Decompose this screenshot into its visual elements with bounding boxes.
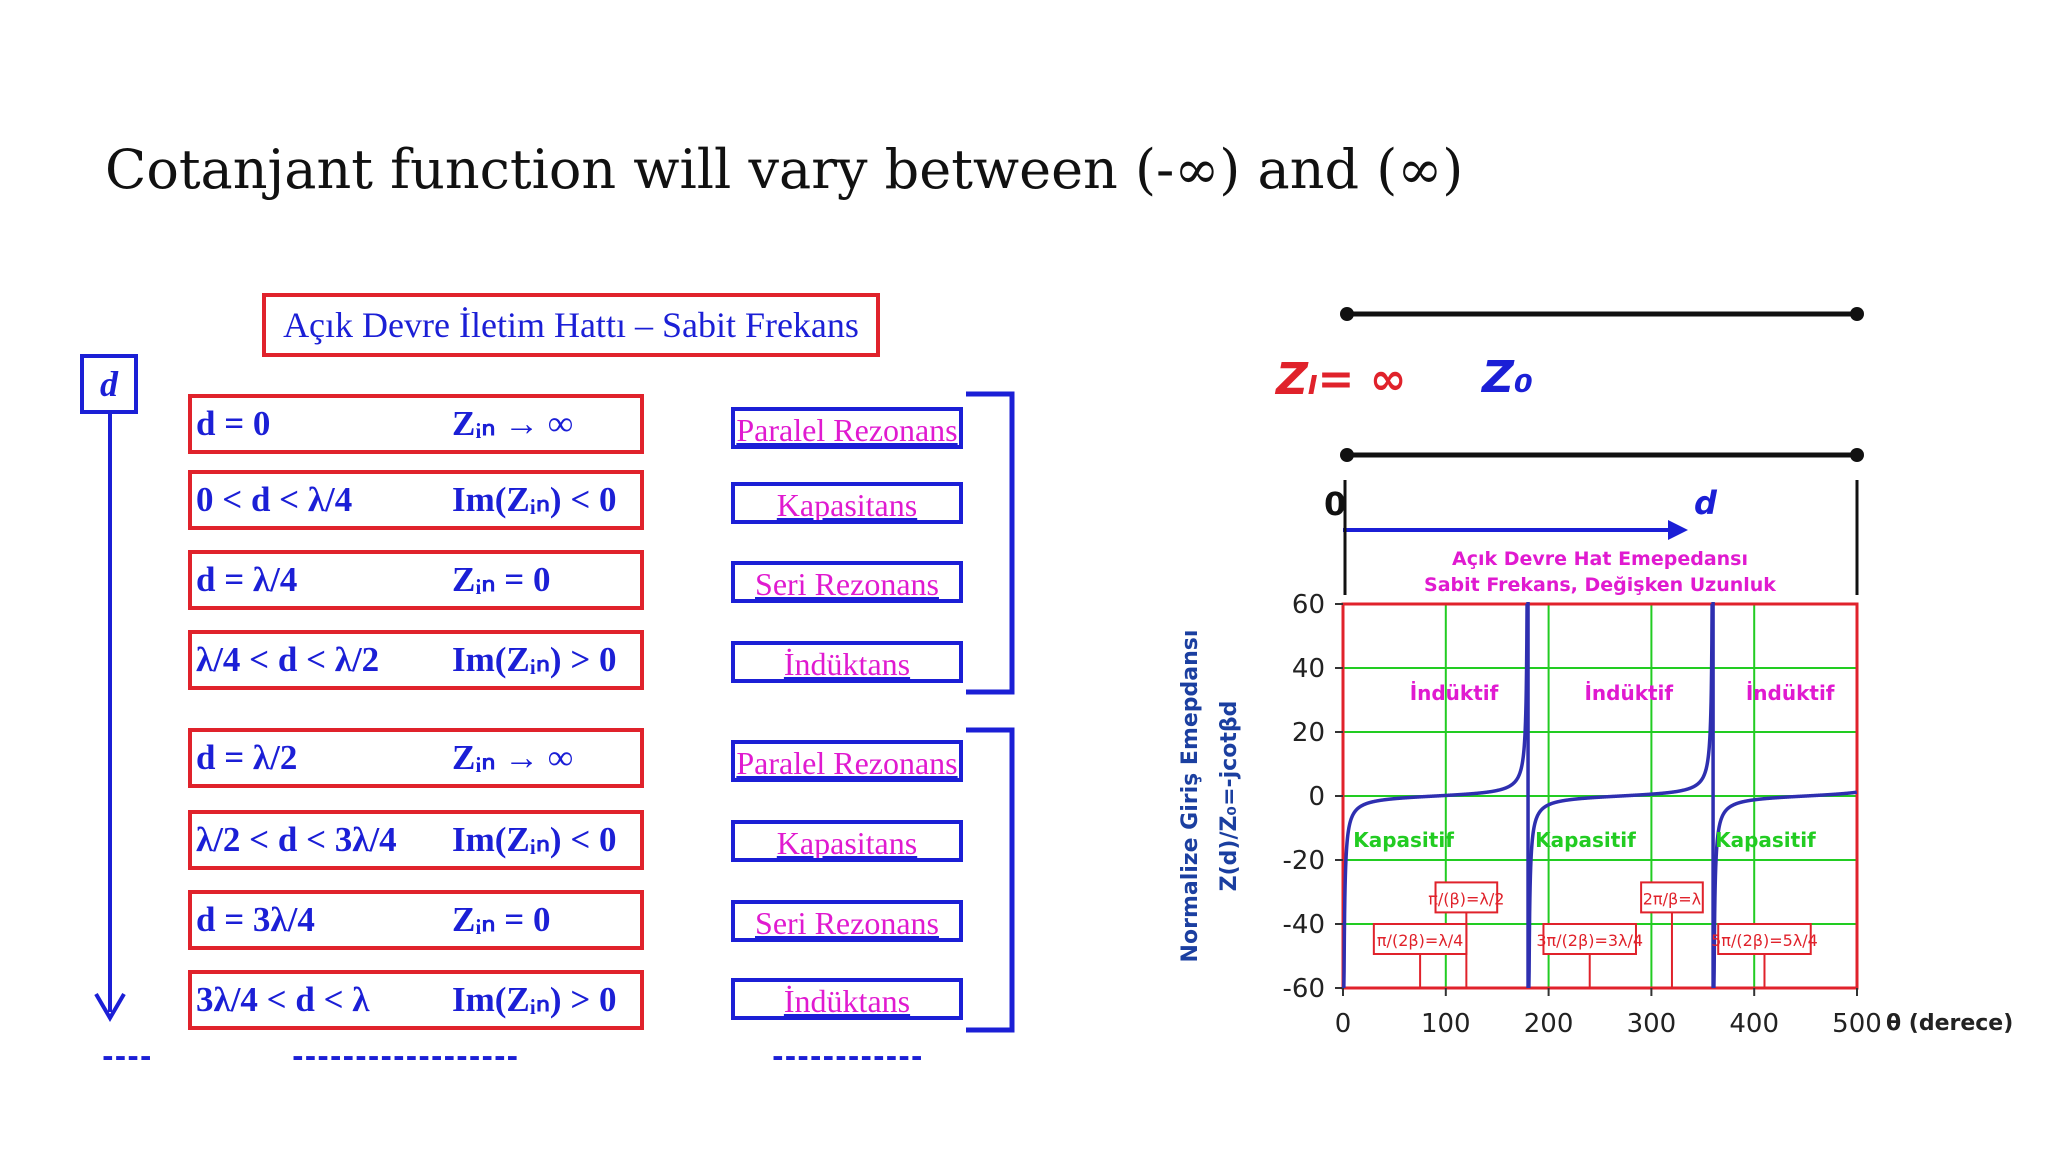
y-tick-label: -20 [1283, 846, 1325, 876]
dash-separator: ------------------ [292, 1040, 520, 1073]
terminal-dot [1850, 307, 1864, 321]
x-tick-label: 200 [1524, 1009, 1574, 1039]
annotation-box [1434, 881, 1499, 914]
inductive-label: İndüktif [1584, 681, 1673, 705]
dash-separator: ---- [102, 1040, 153, 1073]
condition-text: 0 < d < λ/4 [196, 480, 353, 519]
chart-title: Açık Devre Hat Emepedansı [1452, 548, 1748, 570]
dash-separator: ------------ [772, 1040, 924, 1073]
condition-text: d = 3λ/4 [196, 900, 315, 939]
condition-text: 3λ/4 < d < λ [196, 980, 370, 1019]
type-box: Seri Rezonans [731, 900, 963, 942]
annotation-box [1372, 923, 1468, 955]
impedance-text: Zᵢₙ = 0 [452, 560, 551, 599]
annotation-text: 3π/(2β)=3λ/4 [1536, 931, 1643, 950]
impedance-text: Zᵢₙ = 0 [452, 900, 551, 939]
capacitive-label: Kapasitif [1715, 828, 1816, 852]
condition-text: d = 0 [196, 404, 271, 443]
type-box: İndüktans [731, 978, 963, 1020]
group-brackets [966, 391, 1015, 1033]
y-axis-label-formula: Z(d)/Z₀=-jcotβd [1217, 701, 1242, 892]
condition-row: λ/2 < d < 3λ/4 Im(Zᵢₙ) < 0 [188, 810, 644, 870]
curve-branch [1712, 790, 1858, 989]
terminal-dot [1340, 307, 1354, 321]
impedance-text: Im(Zᵢₙ) < 0 [452, 480, 617, 519]
terminal-dot [1340, 448, 1354, 462]
impedance-text: Im(Zᵢₙ) > 0 [452, 640, 617, 679]
capacitive-label: Kapasitif [1353, 828, 1454, 852]
slide-title: Cotanjant function will vary between (-∞… [105, 138, 1464, 201]
type-box: Kapasitans [731, 820, 963, 862]
curve-branch [1527, 603, 1714, 989]
terminal-dot [1850, 448, 1864, 462]
zl-label: Zₗ= ∞ [1276, 354, 1407, 405]
y-tick-label: -40 [1283, 910, 1325, 940]
y-axis-label: Normalize Giriş Emepdansı [1178, 630, 1203, 963]
annotation-text: 5π/(2β)=5λ/4 [1711, 931, 1818, 950]
x-tick-label: 300 [1627, 1009, 1677, 1039]
type-box: Kapasitans [731, 482, 963, 524]
condition-row: 0 < d < λ/4 Im(Zᵢₙ) < 0 [188, 470, 644, 530]
impedance-text: Im(Zᵢₙ) > 0 [452, 980, 617, 1019]
d-arrow-head [1668, 520, 1688, 540]
impedance-text: Im(Zᵢₙ) < 0 [452, 820, 617, 859]
bracket-first-half [966, 391, 1015, 695]
x-tick-label: 0 [1335, 1009, 1352, 1039]
x-tick-label: 100 [1421, 1009, 1471, 1039]
x-tick-label: 500 [1832, 1009, 1882, 1039]
annotation-text: π/(2β)=λ/4 [1377, 931, 1463, 950]
condition-row: d = λ/2 Zᵢₙ → ∞ [188, 728, 644, 788]
condition-text: d = λ/2 [196, 738, 298, 777]
y-tick-label: 0 [1308, 782, 1325, 812]
type-box: Paralel Rezonans [731, 407, 963, 449]
z0-label: Z₀ [1482, 352, 1534, 403]
capacitive-label: Kapasitif [1535, 828, 1636, 852]
transmission-line-drawing [1340, 307, 1864, 462]
y-tick-label: 40 [1292, 654, 1325, 684]
condition-row: d = λ/4 Zᵢₙ = 0 [188, 550, 644, 610]
curve-branch [1342, 603, 1529, 989]
type-box: Seri Rezonans [731, 561, 963, 603]
annotation-text: π/(β)=λ/2 [1428, 889, 1504, 908]
impedance-text: Zᵢₙ → ∞ [452, 738, 573, 777]
type-box: Paralel Rezonans [731, 740, 963, 782]
condition-text: d = λ/4 [196, 560, 298, 599]
condition-row: 3λ/4 < d < λ Im(Zᵢₙ) > 0 [188, 970, 644, 1030]
condition-row: λ/4 < d < λ/2 Im(Zᵢₙ) > 0 [188, 630, 644, 690]
d-direction-arrow [94, 414, 126, 1022]
inductive-label: İndüktif [1746, 681, 1835, 705]
condition-text: λ/2 < d < 3λ/4 [196, 820, 397, 859]
table-title: Açık Devre İletim Hattı – Sabit Frekans [262, 293, 880, 357]
bracket-second-half [966, 727, 1015, 1033]
condition-text: λ/4 < d < λ/2 [196, 640, 380, 679]
y-tick-label: 20 [1292, 718, 1325, 748]
annotation-text: 2π/β=λ [1643, 889, 1701, 908]
type-box: İndüktans [731, 641, 963, 683]
chart-subtitle: Sabit Frekans, Değişken Uzunluk [1424, 574, 1776, 596]
d-arrow-label: d [1694, 484, 1718, 522]
y-tick-label: 60 [1292, 590, 1325, 620]
x-axis-label: θ (derece) [1886, 1011, 2013, 1036]
y-tick-label: -60 [1283, 974, 1325, 1004]
origin-label: 0 [1324, 485, 1346, 523]
condition-row: d = 3λ/4 Zᵢₙ = 0 [188, 890, 644, 950]
impedance-text: Zᵢₙ → ∞ [452, 404, 573, 443]
cotangent-chart: 0 d Açık Devre Hat Emepedansı Sabit Frekans… [1178, 480, 2013, 1039]
inductive-label: İndüktif [1410, 681, 1499, 705]
d-label-box: d [80, 354, 138, 414]
condition-row: d = 0 Zᵢₙ → ∞ [188, 394, 644, 454]
x-tick-label: 400 [1729, 1009, 1779, 1039]
